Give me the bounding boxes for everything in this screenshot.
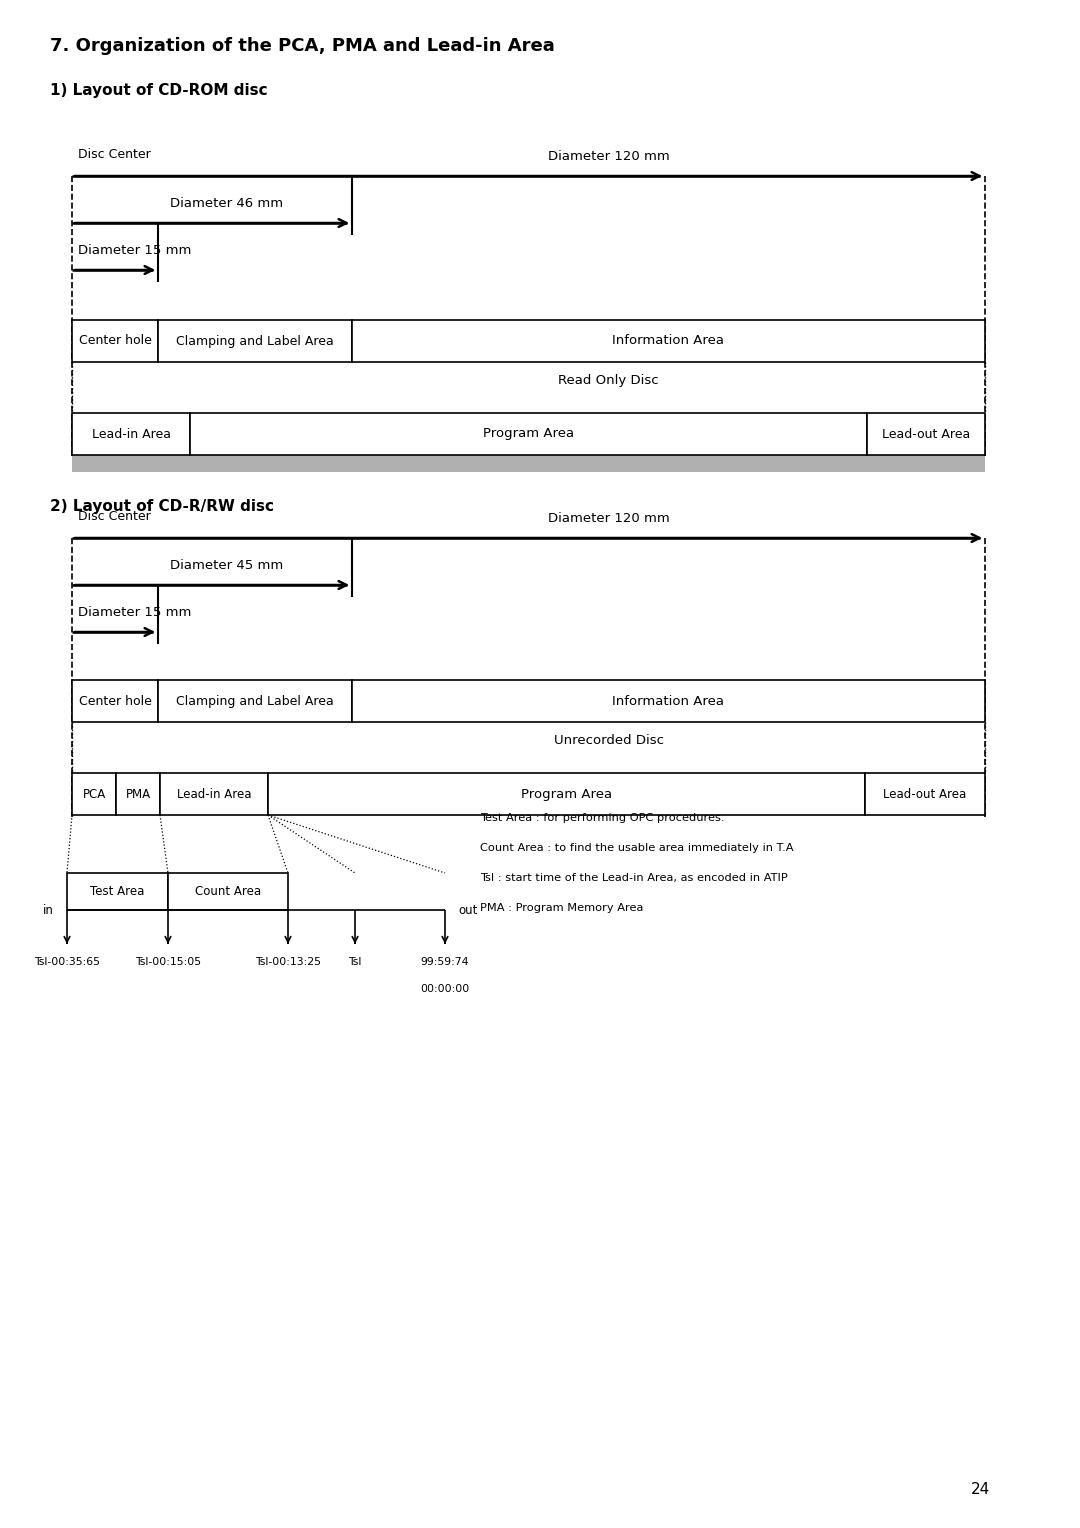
Text: Center hole: Center hole bbox=[79, 335, 151, 347]
Text: Diameter 15 mm: Diameter 15 mm bbox=[78, 243, 191, 257]
FancyBboxPatch shape bbox=[158, 319, 352, 362]
Text: Diameter 45 mm: Diameter 45 mm bbox=[171, 559, 284, 571]
FancyBboxPatch shape bbox=[72, 319, 158, 362]
FancyBboxPatch shape bbox=[72, 680, 158, 723]
Text: 2) Layout of CD-R/RW disc: 2) Layout of CD-R/RW disc bbox=[50, 498, 274, 513]
Text: Tsl-00:13:25: Tsl-00:13:25 bbox=[255, 957, 321, 967]
Text: Diameter 120 mm: Diameter 120 mm bbox=[548, 512, 670, 524]
Text: Tsl : start time of the Lead-in Area, as encoded in ATIP: Tsl : start time of the Lead-in Area, as… bbox=[480, 872, 787, 883]
Text: Information Area: Information Area bbox=[612, 335, 725, 347]
Text: PMA: PMA bbox=[125, 787, 150, 801]
Text: 1) Layout of CD-ROM disc: 1) Layout of CD-ROM disc bbox=[50, 83, 268, 98]
Text: out: out bbox=[458, 903, 477, 917]
Text: Diameter 15 mm: Diameter 15 mm bbox=[78, 605, 191, 619]
Text: Clamping and Label Area: Clamping and Label Area bbox=[176, 695, 334, 707]
FancyBboxPatch shape bbox=[72, 413, 190, 455]
Text: Lead-out Area: Lead-out Area bbox=[883, 787, 967, 801]
Text: Count Area: Count Area bbox=[194, 885, 261, 898]
Text: Test Area: Test Area bbox=[91, 885, 145, 898]
FancyBboxPatch shape bbox=[116, 773, 160, 814]
FancyBboxPatch shape bbox=[158, 680, 352, 723]
FancyBboxPatch shape bbox=[67, 872, 168, 911]
Text: 7. Organization of the PCA, PMA and Lead-in Area: 7. Organization of the PCA, PMA and Lead… bbox=[50, 37, 555, 55]
Text: Lead-out Area: Lead-out Area bbox=[882, 428, 970, 440]
Text: Program Area: Program Area bbox=[483, 428, 575, 440]
Text: Count Area : to find the usable area immediately in T.A: Count Area : to find the usable area imm… bbox=[480, 843, 794, 853]
Text: Information Area: Information Area bbox=[612, 695, 725, 707]
Text: Read Only Disc: Read Only Disc bbox=[558, 374, 659, 387]
Text: Test Area : for performing OPC procedures.: Test Area : for performing OPC procedure… bbox=[480, 813, 725, 824]
Text: Tsl-00:35:65: Tsl-00:35:65 bbox=[33, 957, 100, 967]
FancyBboxPatch shape bbox=[190, 413, 867, 455]
Text: Unrecorded Disc: Unrecorded Disc bbox=[554, 733, 663, 747]
Text: PMA : Program Memory Area: PMA : Program Memory Area bbox=[480, 903, 644, 914]
FancyBboxPatch shape bbox=[865, 773, 985, 814]
Text: PCA: PCA bbox=[82, 787, 106, 801]
Text: Program Area: Program Area bbox=[521, 787, 612, 801]
FancyBboxPatch shape bbox=[268, 773, 865, 814]
Text: Diameter 46 mm: Diameter 46 mm bbox=[171, 197, 284, 209]
Text: Disc Center: Disc Center bbox=[78, 148, 151, 160]
FancyBboxPatch shape bbox=[352, 680, 985, 723]
Text: 24: 24 bbox=[971, 1482, 990, 1497]
Text: Clamping and Label Area: Clamping and Label Area bbox=[176, 335, 334, 347]
Text: Tsl-00:15:05: Tsl-00:15:05 bbox=[135, 957, 201, 967]
Text: Lead-in Area: Lead-in Area bbox=[177, 787, 252, 801]
Text: Lead-in Area: Lead-in Area bbox=[92, 428, 171, 440]
Text: Diameter 120 mm: Diameter 120 mm bbox=[548, 150, 670, 162]
Text: Center hole: Center hole bbox=[79, 695, 151, 707]
FancyBboxPatch shape bbox=[160, 773, 268, 814]
Text: in: in bbox=[43, 903, 54, 917]
FancyBboxPatch shape bbox=[72, 773, 116, 814]
FancyBboxPatch shape bbox=[168, 872, 288, 911]
Text: 99:59:74: 99:59:74 bbox=[421, 957, 469, 967]
FancyBboxPatch shape bbox=[72, 455, 985, 472]
FancyBboxPatch shape bbox=[867, 413, 985, 455]
Text: Disc Center: Disc Center bbox=[78, 509, 151, 523]
Text: Tsl: Tsl bbox=[349, 957, 362, 967]
Text: 00:00:00: 00:00:00 bbox=[420, 984, 470, 995]
FancyBboxPatch shape bbox=[352, 319, 985, 362]
